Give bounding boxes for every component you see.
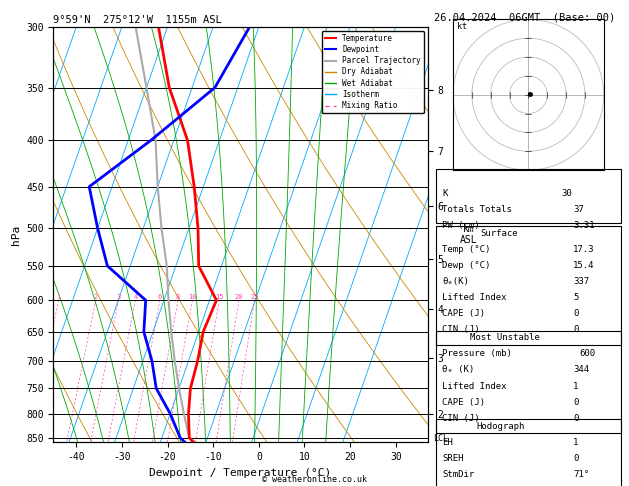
Text: 15.4: 15.4 [573,261,594,270]
Text: 0: 0 [573,325,579,334]
Text: Dewp (°C): Dewp (°C) [442,261,491,270]
Text: 15: 15 [215,294,223,300]
Text: 3: 3 [116,294,121,300]
Text: StmDir: StmDir [442,470,474,479]
Text: 37: 37 [573,205,584,214]
Text: 1: 1 [573,438,579,447]
Y-axis label: km
ASL: km ASL [460,224,477,245]
Text: 71°: 71° [573,470,589,479]
Text: 8: 8 [176,294,180,300]
Text: 2: 2 [94,294,97,300]
Text: CIN (J): CIN (J) [442,325,480,334]
Text: θₑ (K): θₑ (K) [442,365,474,375]
Text: Most Unstable: Most Unstable [470,333,540,343]
Text: SREH: SREH [442,454,464,463]
Text: θₑ(K): θₑ(K) [442,277,469,286]
Text: Temp (°C): Temp (°C) [442,245,491,254]
Text: 6: 6 [158,294,162,300]
Text: Totals Totals: Totals Totals [442,205,512,214]
Text: 10: 10 [188,294,197,300]
Text: CAPE (J): CAPE (J) [442,309,485,318]
Text: 30: 30 [562,189,572,198]
Text: PW (cm): PW (cm) [442,221,480,230]
Text: 0: 0 [573,309,579,318]
Text: 20: 20 [235,294,243,300]
Text: 17.3: 17.3 [573,245,594,254]
Text: 1: 1 [573,382,579,391]
Text: EH: EH [442,438,453,447]
Text: 0: 0 [573,414,579,423]
Text: K: K [442,189,448,198]
Text: 1: 1 [57,294,61,300]
Text: 0: 0 [573,398,579,407]
Text: Hodograph: Hodograph [477,422,525,431]
Text: 3.31: 3.31 [573,221,594,230]
Text: 26.04.2024  06GMT  (Base: 00): 26.04.2024 06GMT (Base: 00) [434,12,615,22]
Text: 344: 344 [573,365,589,375]
Text: © weatheronline.co.uk: © weatheronline.co.uk [262,474,367,484]
Text: CIN (J): CIN (J) [442,414,480,423]
Text: 4: 4 [133,294,138,300]
Text: 0: 0 [573,454,579,463]
Text: LCL: LCL [433,434,448,443]
Text: Lifted Index: Lifted Index [442,382,507,391]
Text: 5: 5 [573,293,579,302]
Text: 9°59'N  275°12'W  1155m ASL: 9°59'N 275°12'W 1155m ASL [53,15,222,25]
X-axis label: Dewpoint / Temperature (°C): Dewpoint / Temperature (°C) [150,468,331,478]
Text: CAPE (J): CAPE (J) [442,398,485,407]
Text: Surface: Surface [480,229,518,238]
Text: 25: 25 [250,294,259,300]
Legend: Temperature, Dewpoint, Parcel Trajectory, Dry Adiabat, Wet Adiabat, Isotherm, Mi: Temperature, Dewpoint, Parcel Trajectory… [321,31,424,113]
Text: Pressure (mb): Pressure (mb) [442,349,512,359]
Y-axis label: hPa: hPa [11,225,21,244]
Text: Lifted Index: Lifted Index [442,293,507,302]
Text: kt: kt [457,22,467,31]
Text: 600: 600 [579,349,596,359]
Text: 337: 337 [573,277,589,286]
